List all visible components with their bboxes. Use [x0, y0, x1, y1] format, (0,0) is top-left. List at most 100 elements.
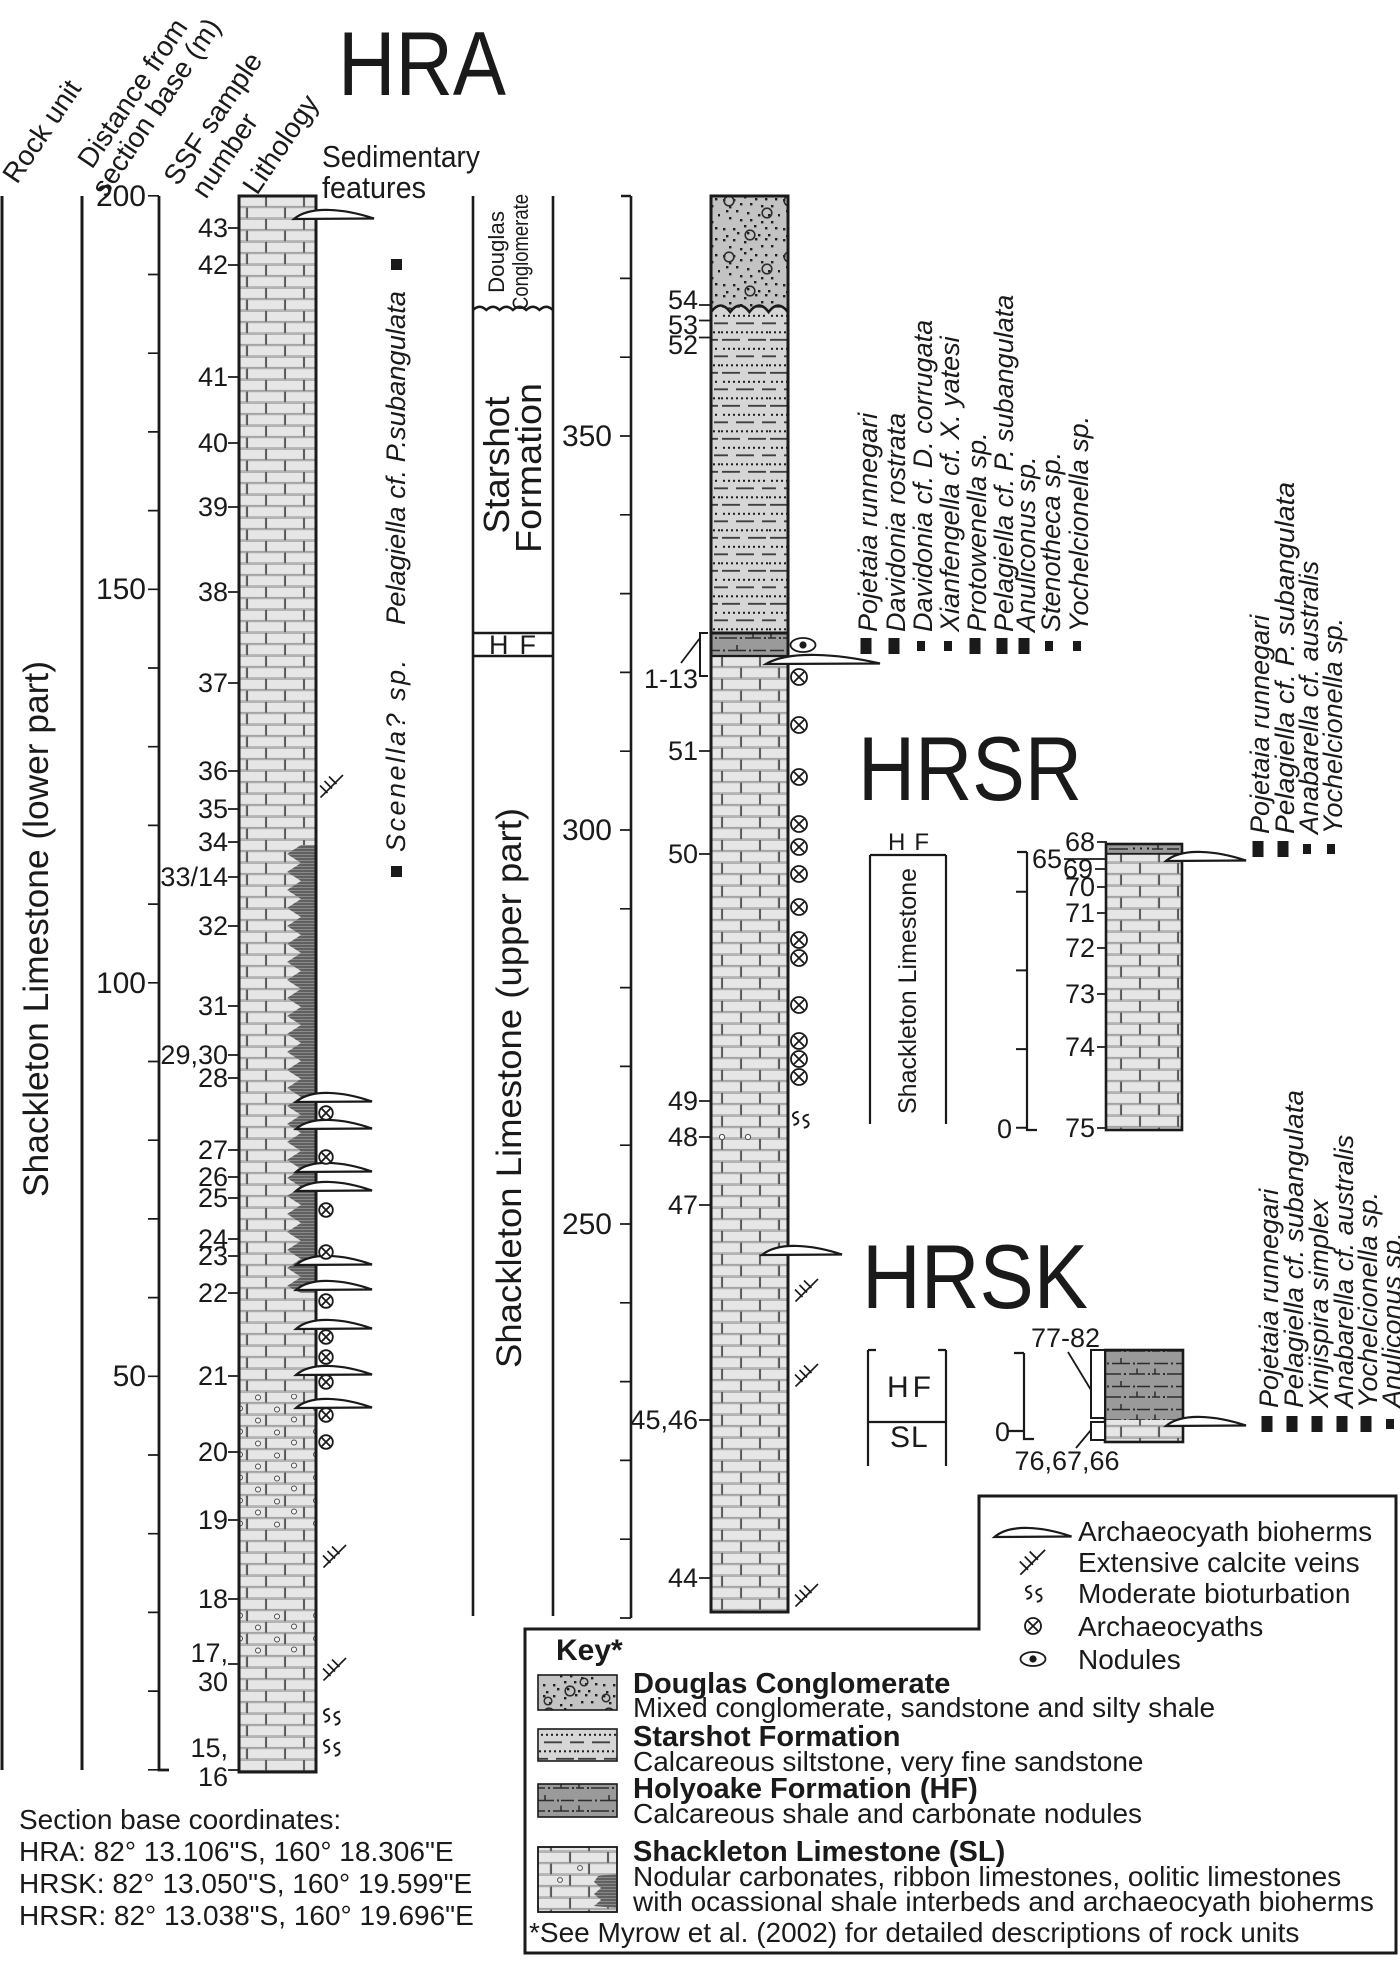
svg-text:Xianfengella cf. X. yatesi: Xianfengella cf. X. yatesi — [935, 335, 965, 633]
svg-text:73: 73 — [1065, 979, 1095, 1009]
svg-text:Starshot Formation: Starshot Formation — [633, 1721, 900, 1753]
svg-text:HF: HF — [887, 1371, 935, 1404]
svg-text:18: 18 — [198, 1584, 228, 1614]
svg-text:SL: SL — [890, 1421, 929, 1454]
svg-text:70: 70 — [1065, 872, 1095, 902]
svg-text:with ocassional shale interbed: with ocassional shale interbeds and arch… — [632, 1886, 1374, 1917]
svg-text:Protowenella sp.: Protowenella sp. — [962, 432, 992, 632]
svg-text:36: 36 — [198, 756, 228, 786]
svg-text:Mixed conglomerate, sandstone: Mixed conglomerate, sandstone and silty … — [633, 1692, 1215, 1723]
svg-text:Calcareous siltstone, very fin: Calcareous siltstone, very fine sandston… — [633, 1746, 1144, 1777]
svg-text:16: 16 — [198, 1762, 228, 1792]
svg-text:Shackleton Limestone (upper pa: Shackleton Limestone (upper part) — [490, 808, 529, 1368]
svg-text:15,: 15, — [190, 1733, 228, 1763]
svg-text:33/14: 33/14 — [160, 862, 228, 892]
svg-text:Yochelcionella sp.: Yochelcionella sp. — [1318, 618, 1348, 834]
svg-text:76,67,66: 76,67,66 — [1014, 1446, 1119, 1476]
svg-text:Yochelcionella sp.: Yochelcionella sp. — [1064, 416, 1094, 632]
svg-text:35: 35 — [198, 794, 228, 824]
svg-text:38: 38 — [198, 577, 228, 607]
svg-text:74: 74 — [1065, 1032, 1095, 1062]
svg-text:37: 37 — [198, 668, 228, 698]
svg-text:75: 75 — [1065, 1113, 1095, 1143]
svg-text:50: 50 — [668, 839, 698, 869]
svg-text:21: 21 — [198, 1361, 228, 1391]
svg-text:HRA: 82° 13.106"S, 160° 18.306: HRA: 82° 13.106"S, 160° 18.306"E — [19, 1836, 454, 1867]
svg-text:Davidonia cf. D. corrugata: Davidonia cf. D. corrugata — [908, 320, 938, 632]
svg-text:72: 72 — [1065, 933, 1095, 963]
svg-text:48: 48 — [668, 1122, 698, 1152]
svg-text:Anuliconus sp.: Anuliconus sp. — [1011, 456, 1041, 634]
svg-text:Holyoake Formation (HF): Holyoake Formation (HF) — [633, 1773, 978, 1805]
svg-text:1-13: 1-13 — [644, 664, 698, 694]
svg-text:HRSK: HRSK — [862, 1227, 1088, 1328]
svg-text:Rock unit: Rock unit — [0, 74, 87, 188]
svg-text:*See Myrow et al. (2002) for d: *See Myrow et al. (2002) for detailed de… — [529, 1917, 1299, 1948]
svg-text:Anabarella cf. australis: Anabarella cf. australis — [1294, 561, 1324, 836]
svg-text:47: 47 — [668, 1190, 698, 1220]
svg-text:19: 19 — [198, 1505, 228, 1535]
svg-text:30: 30 — [198, 1667, 228, 1697]
svg-text:52: 52 — [668, 330, 698, 360]
svg-text:45,46: 45,46 — [630, 1405, 698, 1435]
svg-text:31: 31 — [198, 991, 228, 1021]
svg-text:68: 68 — [1065, 827, 1095, 857]
svg-text:29,30: 29,30 — [160, 1040, 228, 1070]
svg-text:150: 150 — [96, 573, 146, 606]
svg-text:26: 26 — [198, 1162, 228, 1192]
svg-text:50: 50 — [113, 1360, 146, 1393]
svg-text:Davidonia rostrata: Davidonia rostrata — [881, 413, 911, 632]
svg-text:HRA: HRA — [338, 14, 506, 115]
svg-text:Nodular carbonates, ribbon lim: Nodular carbonates, ribbon limestones, o… — [633, 1861, 1341, 1892]
svg-text:51: 51 — [668, 736, 698, 766]
svg-text:Shackleton Limestone (lower pa: Shackleton Limestone (lower part) — [17, 661, 56, 1197]
svg-text:Pelagiella cf. P. subangulata: Pelagiella cf. P. subangulata — [989, 295, 1019, 632]
svg-text:Yochelcionella sp.: Yochelcionella sp. — [1353, 1192, 1383, 1408]
svg-text:HRSK: 82° 13.050"S, 160° 19.59: HRSK: 82° 13.050"S, 160° 19.599"E — [19, 1868, 472, 1899]
svg-text:41: 41 — [198, 362, 228, 392]
svg-text:49: 49 — [668, 1086, 698, 1116]
svg-text:Section base coordinates:: Section base coordinates: — [19, 1804, 341, 1835]
svg-text:23: 23 — [198, 1241, 228, 1271]
svg-text:100: 100 — [96, 967, 146, 1000]
svg-text:Pojetaia runnegari: Pojetaia runnegari — [1245, 614, 1275, 834]
svg-text:53: 53 — [668, 310, 698, 340]
svg-text:250: 250 — [562, 1208, 612, 1241]
svg-text:71: 71 — [1065, 898, 1095, 928]
svg-text:28: 28 — [198, 1063, 228, 1093]
svg-text:43: 43 — [198, 213, 228, 243]
svg-text:features: features — [322, 170, 426, 205]
svg-text:39: 39 — [198, 492, 228, 522]
svg-text:32: 32 — [198, 911, 228, 941]
svg-text:Pelagiella cf. P. subangulata: Pelagiella cf. P. subangulata — [1270, 482, 1300, 834]
svg-text:34: 34 — [198, 827, 228, 857]
svg-text:Pojetaia runnegari: Pojetaia runnegari — [853, 412, 883, 632]
svg-text:Stenotheca sp.: Stenotheca sp. — [1036, 452, 1066, 632]
svg-text:Calcareous shale and carbonate: Calcareous shale and carbonate nodules — [633, 1798, 1142, 1829]
svg-text:HF: HF — [489, 630, 547, 660]
svg-text:350: 350 — [562, 420, 612, 453]
svg-text:0: 0 — [995, 1417, 1010, 1447]
svg-text:27: 27 — [198, 1135, 228, 1165]
svg-text:HF: HF — [888, 829, 938, 856]
svg-text:Nodules: Nodules — [1078, 1644, 1181, 1675]
svg-text:Shackleton Limestone (SL): Shackleton Limestone (SL) — [633, 1836, 1005, 1868]
svg-text:22: 22 — [198, 1278, 228, 1308]
svg-text:Scenella? sp.: Scenella? sp. — [381, 657, 411, 852]
svg-text:Starshot: Starshot — [476, 397, 517, 534]
svg-text:Sedimentary: Sedimentary — [322, 139, 480, 174]
svg-text:HRSR: 82° 13.038"S, 160° 19.69: HRSR: 82° 13.038"S, 160° 19.696"E — [19, 1900, 474, 1931]
svg-text:Douglas: Douglas — [484, 211, 509, 293]
svg-text:24: 24 — [198, 1224, 228, 1254]
svg-text:Conglomerate: Conglomerate — [508, 194, 533, 310]
svg-text:HRSR: HRSR — [858, 719, 1082, 820]
svg-text:Shackleton Limestone: Shackleton Limestone — [894, 868, 922, 1114]
svg-text:20: 20 — [198, 1437, 228, 1467]
svg-text:65: 65 — [1032, 844, 1062, 874]
svg-text:Anuliconus sp.: Anuliconus sp. — [1377, 1232, 1400, 1410]
svg-text:Extensive calcite veins: Extensive calcite veins — [1078, 1547, 1360, 1578]
svg-text:Pelagiella cf. P.subangulata: Pelagiella cf. P.subangulata — [381, 291, 411, 625]
svg-text:Anabarella cf. australis: Anabarella cf. australis — [1329, 1135, 1359, 1410]
svg-text:200: 200 — [96, 180, 146, 213]
svg-text:Archaeocyaths: Archaeocyaths — [1078, 1611, 1263, 1642]
